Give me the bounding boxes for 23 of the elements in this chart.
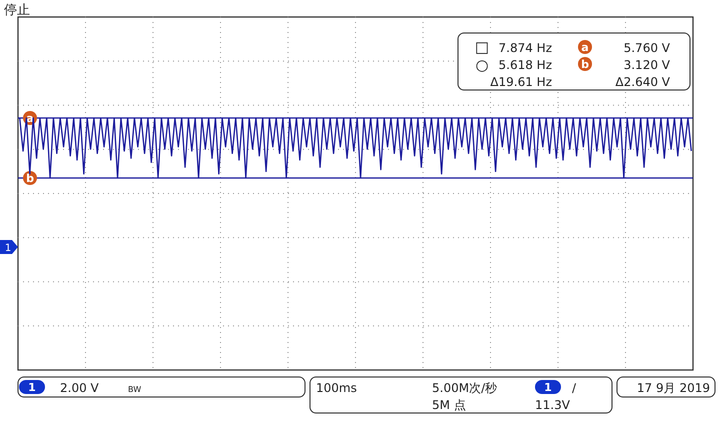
text: 11.3V <box>535 398 571 412</box>
text: 停止 <box>4 3 30 18</box>
text: 5M 点 <box>432 398 466 412</box>
text: 1 <box>28 381 36 394</box>
text: 17 9月 2019 <box>636 381 710 395</box>
text: Δ19.61 Hz <box>490 75 552 89</box>
text: 100ms <box>316 381 357 395</box>
text: b <box>581 58 590 71</box>
text: ○ <box>475 56 489 74</box>
ref-line-label: b <box>26 172 34 185</box>
text: 1 <box>4 243 12 254</box>
text: / <box>572 381 577 395</box>
text: 5.00M次/秒 <box>432 381 498 395</box>
text: □ <box>474 38 490 56</box>
text: 5.760 V <box>624 41 671 55</box>
text: BW <box>128 385 142 394</box>
text: 3.120 V <box>624 58 671 72</box>
text: a <box>581 41 589 54</box>
text: 1 <box>544 381 552 394</box>
text: Δ2.640 V <box>615 75 671 89</box>
text: 7.874 Hz <box>498 41 552 55</box>
text: 5.618 Hz <box>498 58 552 72</box>
text: 2.00 V <box>60 381 100 395</box>
